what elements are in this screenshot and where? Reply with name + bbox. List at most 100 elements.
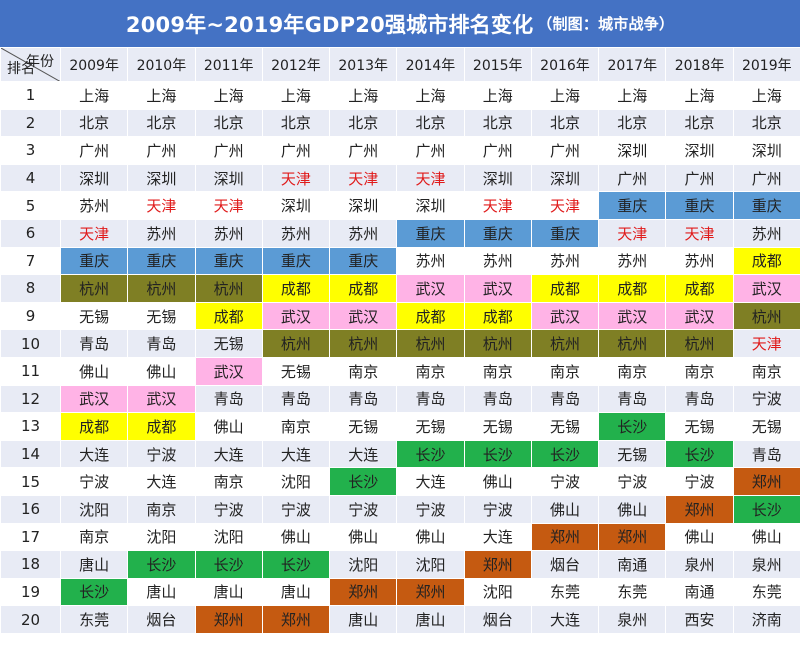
city-cell: 杭州 (463, 329, 532, 358)
rank-cell: 17 (0, 522, 61, 552)
year-header: 2016年 (530, 47, 600, 82)
city-cell: 佛山 (598, 494, 667, 524)
city-cell: 北京 (59, 108, 129, 138)
city-cell: 武汉 (732, 274, 800, 303)
city-cell: 广州 (194, 136, 263, 165)
city-cell: 宁波 (396, 494, 465, 524)
city-cell: 上海 (127, 81, 196, 110)
city-cell: 泉州 (665, 550, 734, 579)
city-cell: 郑州 (732, 467, 800, 496)
city-cell: 长沙 (463, 439, 532, 469)
city-cell: 南京 (396, 356, 465, 386)
table-row: 14 大连 宁波 大连 大连 大连 长沙 长沙 长沙 无锡 长沙 青岛 (0, 439, 800, 469)
city-cell: 青岛 (530, 384, 600, 414)
city-cell: 天津 (194, 191, 263, 220)
rank-cell: 5 (0, 191, 61, 220)
city-cell: 青岛 (59, 329, 129, 358)
city-cell: 南京 (598, 356, 667, 386)
city-cell: 武汉 (463, 274, 532, 303)
city-cell: 杭州 (329, 329, 398, 358)
city-cell: 佛山 (665, 522, 734, 552)
city-cell: 武汉 (59, 384, 129, 414)
city-cell: 南通 (665, 577, 734, 607)
city-cell: 广州 (463, 136, 532, 165)
city-cell: 佛山 (530, 494, 600, 524)
city-cell: 重庆 (598, 191, 667, 220)
city-cell: 唐山 (127, 577, 196, 607)
city-cell: 天津 (329, 163, 398, 193)
city-cell: 东莞 (732, 577, 800, 607)
city-cell: 天津 (261, 163, 331, 193)
city-cell: 大连 (194, 439, 263, 469)
city-cell: 青岛 (127, 329, 196, 358)
city-cell: 北京 (194, 108, 263, 138)
city-cell: 重庆 (665, 191, 734, 220)
city-cell: 烟台 (127, 605, 196, 634)
city-cell: 南京 (261, 412, 331, 441)
city-cell: 北京 (598, 108, 667, 138)
city-cell: 苏州 (261, 218, 331, 248)
city-cell: 北京 (732, 108, 800, 138)
city-cell: 武汉 (530, 301, 600, 331)
year-header: 2011年 (194, 47, 263, 82)
table-row: 3 广州 广州 广州 广州 广州 广州 广州 广州 深圳 深圳 深圳 (0, 136, 800, 165)
city-cell: 无锡 (665, 412, 734, 441)
city-cell: 广州 (732, 163, 800, 193)
city-cell: 北京 (463, 108, 532, 138)
city-cell: 唐山 (329, 605, 398, 634)
city-cell: 重庆 (396, 218, 465, 248)
city-cell: 宁波 (261, 494, 331, 524)
city-cell: 广州 (530, 136, 600, 165)
city-cell: 重庆 (59, 246, 129, 276)
year-header: 2012年 (261, 47, 331, 82)
city-cell: 大连 (530, 605, 600, 634)
city-cell: 上海 (261, 81, 331, 110)
city-cell: 青岛 (598, 384, 667, 414)
city-cell: 深圳 (598, 136, 667, 165)
city-cell: 苏州 (396, 246, 465, 276)
city-cell: 天津 (127, 191, 196, 220)
city-cell: 长沙 (194, 550, 263, 579)
city-cell: 北京 (127, 108, 196, 138)
city-cell: 佛山 (396, 522, 465, 552)
city-cell: 青岛 (396, 384, 465, 414)
year-header: 2019年 (732, 47, 800, 82)
table-row: 13 成都 成都 佛山 南京 无锡 无锡 无锡 无锡 长沙 无锡 无锡 (0, 412, 800, 441)
city-cell: 南京 (530, 356, 600, 386)
city-cell: 大连 (59, 439, 129, 469)
city-cell: 无锡 (194, 329, 263, 358)
city-cell: 东莞 (598, 577, 667, 607)
city-cell: 大连 (329, 439, 398, 469)
city-cell: 南京 (59, 522, 129, 552)
city-cell: 大连 (127, 467, 196, 496)
city-cell: 青岛 (732, 439, 800, 469)
city-cell: 无锡 (732, 412, 800, 441)
city-cell: 北京 (665, 108, 734, 138)
rank-cell: 10 (0, 329, 61, 358)
table-row: 19 长沙 唐山 唐山 唐山 郑州 郑州 沈阳 东莞 东莞 南通 东莞 (0, 577, 800, 607)
city-cell: 郑州 (463, 550, 532, 579)
city-cell: 天津 (665, 218, 734, 248)
city-cell: 南京 (127, 494, 196, 524)
city-cell: 无锡 (261, 356, 331, 386)
city-cell: 深圳 (530, 163, 600, 193)
rank-cell: 4 (0, 163, 61, 193)
table-row: 16 沈阳 南京 宁波 宁波 宁波 宁波 宁波 佛山 佛山 郑州 长沙 (0, 494, 800, 524)
rank-cell: 9 (0, 301, 61, 331)
city-cell: 无锡 (329, 412, 398, 441)
city-cell: 天津 (530, 191, 600, 220)
city-cell: 杭州 (127, 274, 196, 303)
city-cell: 长沙 (59, 577, 129, 607)
city-cell: 青岛 (329, 384, 398, 414)
city-cell: 大连 (396, 467, 465, 496)
city-cell: 郑州 (194, 605, 263, 634)
city-cell: 重庆 (463, 218, 532, 248)
city-cell: 深圳 (732, 136, 800, 165)
city-cell: 苏州 (598, 246, 667, 276)
city-cell: 南京 (665, 356, 734, 386)
city-cell: 东莞 (59, 605, 129, 634)
city-cell: 沈阳 (261, 467, 331, 496)
city-cell: 广州 (261, 136, 331, 165)
city-cell: 武汉 (665, 301, 734, 331)
city-cell: 南京 (463, 356, 532, 386)
